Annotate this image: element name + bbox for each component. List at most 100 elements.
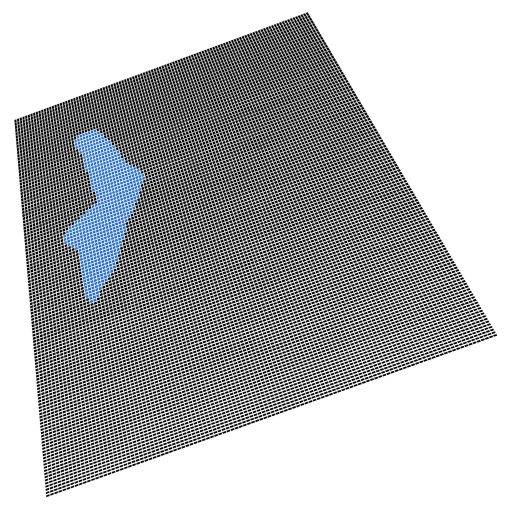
grid-col-line <box>184 57 310 404</box>
grid-col-line <box>291 17 474 346</box>
grid-col-line <box>179 58 302 407</box>
grid-col-line <box>40 110 88 484</box>
grid-col-line <box>227 41 376 381</box>
grid-col-line <box>307 11 499 337</box>
grid-col-line <box>16 118 51 497</box>
grid-col-line <box>109 84 195 446</box>
grid-col-line <box>34 112 80 487</box>
grid-col-line <box>117 81 207 441</box>
grid-col-line <box>299 14 487 341</box>
grid-col-line <box>107 85 191 447</box>
highlight-cell <box>128 209 134 215</box>
grid-col-line <box>120 80 211 440</box>
grid-col-line <box>144 71 248 426</box>
grid-col-line <box>26 115 67 491</box>
grid-col-line <box>136 74 236 431</box>
grid-col-line <box>176 59 298 409</box>
grid-col-line <box>294 16 478 344</box>
highlight-cell <box>133 198 138 204</box>
grid-col-line <box>214 46 355 388</box>
grid-col-line <box>128 77 224 435</box>
grid-col-line <box>21 117 59 494</box>
grid-col-line <box>197 52 330 397</box>
grid-col-line <box>256 30 421 365</box>
grid-col-line <box>267 26 437 359</box>
highlight-cell <box>120 235 126 241</box>
grid-col-line <box>165 63 281 415</box>
grid-col-line <box>160 65 273 418</box>
grid-col-line <box>115 82 203 443</box>
grid-col-line <box>259 29 425 363</box>
grid-col-line <box>275 23 450 354</box>
grid-col-line <box>48 107 100 479</box>
highlight-cell <box>122 228 128 234</box>
grid-col-line <box>262 28 429 362</box>
grid-col-line <box>264 27 433 360</box>
grid-col-line <box>189 55 318 401</box>
grid-col-line <box>13 119 47 499</box>
grid-col-line <box>168 62 285 413</box>
grid-col-line <box>171 61 289 412</box>
grid-col-line <box>192 54 322 400</box>
highlight-cell <box>97 285 103 291</box>
highlight-cell <box>139 179 144 185</box>
grid-col-line <box>195 53 326 399</box>
grid-col-line <box>29 114 72 490</box>
grid-col-line <box>139 73 240 429</box>
grid-col-line <box>206 49 343 393</box>
grid-col-line <box>24 116 63 493</box>
highlight-cell <box>137 187 142 193</box>
grid-col-line <box>123 79 215 438</box>
grid-col-line <box>235 38 388 376</box>
highlight-cell <box>131 205 137 211</box>
highlight-cell <box>135 194 141 200</box>
grid-col-line <box>222 43 367 384</box>
grid-col-line <box>155 67 265 421</box>
grid-col-line <box>248 33 409 369</box>
grid-col-line <box>141 72 244 428</box>
grid-col-line <box>173 60 293 410</box>
grid-col-line <box>149 69 256 424</box>
grid-col-line <box>219 44 363 385</box>
highlight-cell <box>109 268 114 274</box>
grid-col-line <box>230 40 380 379</box>
grid-col-line <box>152 68 261 422</box>
grid-col-line <box>50 106 104 478</box>
highlight-cell <box>141 175 146 181</box>
blue-highlight-region <box>62 128 146 304</box>
highlight-cell <box>103 277 109 283</box>
grid-col-line <box>211 47 351 390</box>
highlight-cell <box>118 242 124 248</box>
highlight-cell <box>123 218 129 223</box>
grid-col-line <box>125 78 220 437</box>
grid-col-line <box>181 57 306 406</box>
grid-col-line <box>286 19 466 348</box>
grid-col-line <box>37 111 84 485</box>
grid-col-line <box>283 20 462 350</box>
grid-col-line <box>163 64 277 416</box>
grid-col-line <box>272 24 445 356</box>
dot-grid <box>13 11 499 499</box>
grid-col-line <box>53 105 109 476</box>
highlight-cell <box>116 249 122 255</box>
highlight-cell <box>92 297 98 303</box>
grid-col-line <box>280 21 458 351</box>
grid-col-line <box>187 56 314 403</box>
highlight-cell <box>100 281 106 287</box>
grid-col-line <box>304 12 495 338</box>
grid-col-line <box>216 45 359 387</box>
grid-col-line <box>288 18 470 347</box>
grid-col-line <box>246 34 404 371</box>
grid-col-line <box>270 25 441 357</box>
grid-col-line <box>224 42 372 382</box>
grid-col-line <box>104 86 187 449</box>
grid-col-line <box>200 51 335 396</box>
grid-col-line <box>203 50 339 394</box>
highlight-cell <box>95 293 101 299</box>
grid-col-line <box>296 15 482 343</box>
grid-col-line <box>131 76 228 434</box>
grid-col-line <box>147 70 252 425</box>
highlight-cell <box>112 264 117 270</box>
grid-col-line <box>208 48 347 391</box>
